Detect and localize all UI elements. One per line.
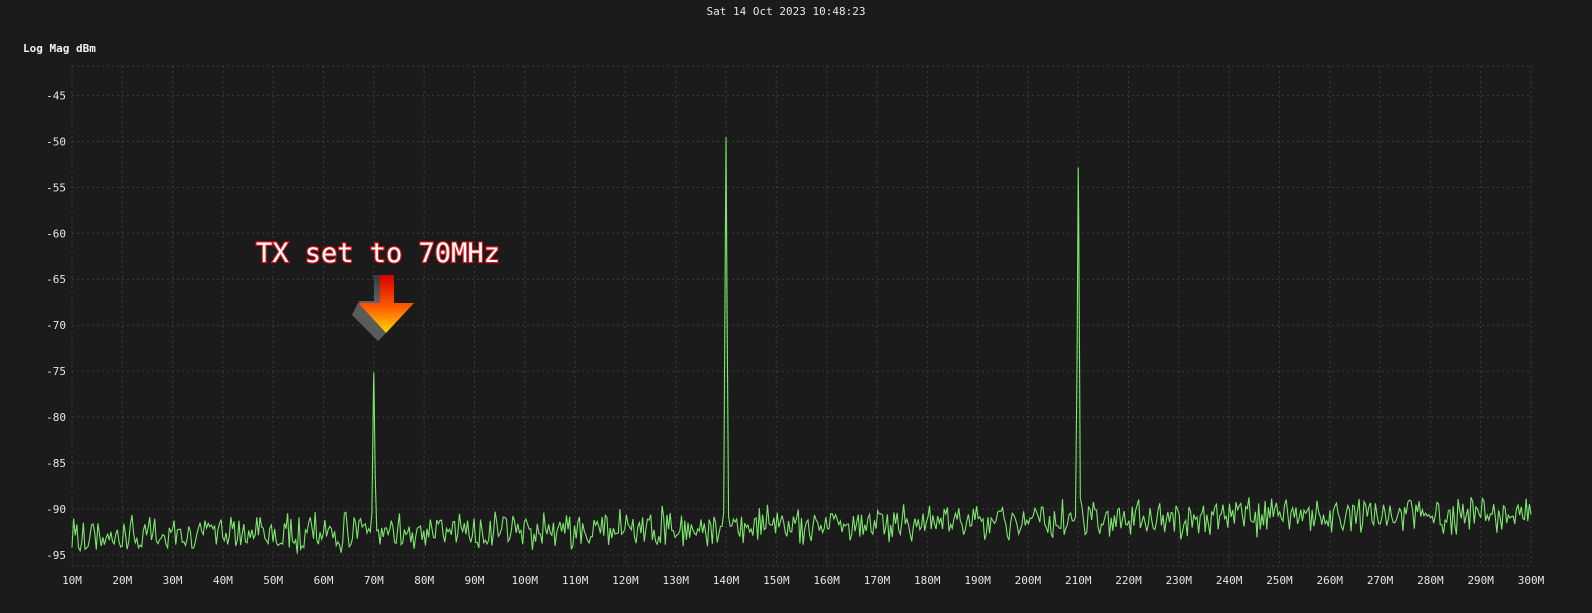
x-tick-label: 230M — [1166, 574, 1193, 587]
x-axis-ticks: 10M 20M 30M 40M 50M 60M 70M 80M 90M 100M 110M 120M 1… — [62, 574, 1545, 587]
x-tick-label: 80M — [414, 574, 434, 587]
x-tick-label: 210M — [1065, 574, 1092, 587]
x-tick-label: 70M — [364, 574, 384, 587]
annotation-label: TX set to 70MHz — [256, 238, 500, 269]
peak-marker — [725, 137, 727, 139]
y-tick-label: -45 — [46, 89, 66, 102]
grid — [71, 65, 1532, 567]
x-tick-label: 110M — [562, 574, 589, 587]
x-tick-label: 170M — [864, 574, 891, 587]
x-tick-label: 270M — [1367, 574, 1394, 587]
y-tick-label: -85 — [46, 457, 66, 470]
x-tick-label: 240M — [1216, 574, 1243, 587]
x-tick-label: 10M — [62, 574, 82, 587]
x-tick-label: 50M — [263, 574, 283, 587]
y-tick-label: -80 — [46, 411, 66, 424]
x-tick-label: 160M — [813, 574, 840, 587]
spectrum-trace — [71, 137, 1532, 554]
x-tick-label: 130M — [662, 574, 689, 587]
x-tick-label: 260M — [1317, 574, 1344, 587]
x-tick-label: 250M — [1266, 574, 1293, 587]
y-axis-label: Log Mag dBm — [23, 42, 96, 55]
peak-marker — [1077, 167, 1079, 169]
timestamp: Sat 14 Oct 2023 10:48:23 — [707, 5, 866, 18]
peak-marker — [373, 372, 375, 374]
x-tick-label: 140M — [713, 574, 740, 587]
y-tick-label: -90 — [46, 503, 66, 516]
y-tick-label: -65 — [46, 273, 66, 286]
y-axis-ticks: -45 -50 -55 -60 -65 -70 -75 -80 -85 -90 -95 — [46, 89, 66, 562]
down-arrow-icon — [352, 275, 414, 341]
y-tick-label: -60 — [46, 227, 66, 240]
x-tick-label: 190M — [964, 574, 991, 587]
y-tick-label: -95 — [46, 549, 66, 562]
x-tick-label: 290M — [1467, 574, 1494, 587]
x-tick-label: 30M — [163, 574, 183, 587]
x-tick-label: 200M — [1015, 574, 1042, 587]
x-tick-label: 40M — [213, 574, 233, 587]
x-tick-label: 220M — [1115, 574, 1142, 587]
x-tick-label: 100M — [512, 574, 539, 587]
y-tick-label: -75 — [46, 365, 66, 378]
x-tick-label: 150M — [763, 574, 790, 587]
x-tick-label: 60M — [314, 574, 334, 587]
annotation: TX set to 70MHz — [255, 237, 501, 341]
trace-layer — [71, 137, 1532, 554]
y-tick-label: -50 — [46, 135, 66, 148]
x-tick-label: 280M — [1417, 574, 1444, 587]
x-tick-label: 300M — [1518, 574, 1545, 587]
y-tick-label: -55 — [46, 181, 66, 194]
x-tick-label: 180M — [914, 574, 941, 587]
x-tick-label: 20M — [112, 574, 132, 587]
x-tick-label: 90M — [465, 574, 485, 587]
x-tick-label: 120M — [612, 574, 639, 587]
y-tick-label: -70 — [46, 319, 66, 332]
